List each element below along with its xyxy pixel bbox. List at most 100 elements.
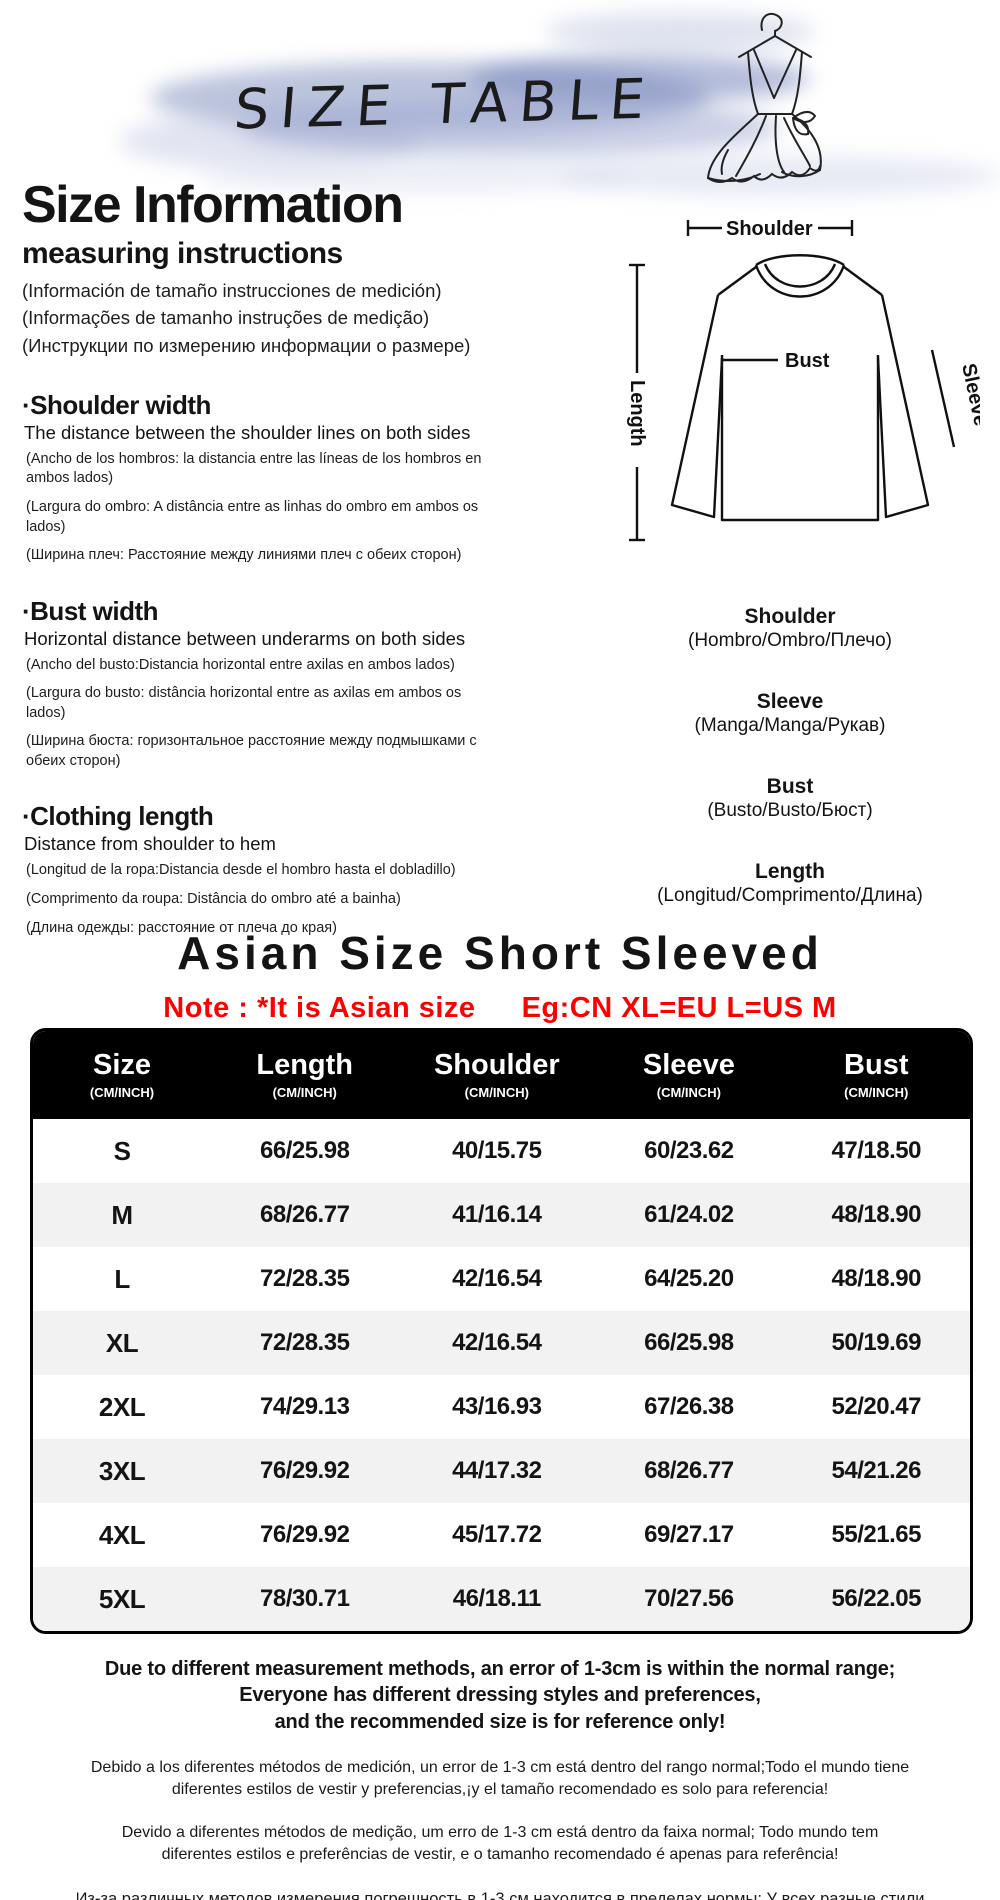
- diagram-label-shoulder: Shoulder: [726, 218, 813, 240]
- section-translation-es: (Longitud de la ropa:Distancia desde el …: [26, 862, 456, 879]
- diagram-label-bust: Bust: [785, 350, 830, 372]
- disclaimer-english: Due to different measurement methods, an…: [104, 1658, 896, 1733]
- cell-bust: 50/19.69: [831, 1329, 922, 1356]
- legend-item-length: Length (Longitud/Comprimento/Длина): [657, 859, 923, 906]
- cell-bust: 56/22.05: [831, 1585, 922, 1612]
- cell-bust: 55/21.65: [831, 1521, 922, 1548]
- section-title: ·Bust width: [22, 595, 159, 626]
- section-translation-es: (Ancho del busto:Distancia horizontal en…: [26, 656, 455, 673]
- disclaimer: Due to different measurement methods, an…: [0, 1656, 1000, 1900]
- note-text: Note : *It is Asian size: [163, 992, 476, 1024]
- cell-length: 72/28.35: [260, 1329, 350, 1356]
- section-clothing-length: ·Clothing length Distance from shoulder …: [22, 801, 484, 938]
- section-desc: Horizontal distance between underarms on…: [24, 627, 466, 649]
- subtitle-translation-es: (Información de tamaño instrucciones de …: [22, 279, 442, 301]
- section-bust-width: ·Bust width Horizontal distance between …: [22, 596, 484, 772]
- shirt-diagram-icon: Shoulder Length Bust Sleeve: [626, 218, 980, 542]
- banner: SIZE TABLE: [0, 0, 1000, 196]
- table-row: L 72/28.35 42/16.54 64/25.20 48/18.90: [33, 1247, 970, 1311]
- table-header-row: Size (CM/INCH) Length (CM/INCH) Shoulder…: [33, 1031, 970, 1119]
- legend-item-sleeve: Sleeve (Manga/Manga/Рукав): [694, 689, 886, 737]
- section-translation-pt: (Largura do busto: distância horizontal …: [26, 685, 462, 721]
- table-row: 3XL 76/29.92 44/17.32 68/26.77 54/21.26: [33, 1439, 970, 1503]
- cell-size: 3XL: [98, 1455, 146, 1486]
- cell-sleeve: 67/26.38: [644, 1393, 734, 1420]
- cell-length: 76/29.92: [260, 1457, 350, 1484]
- section-translation-es: (Ancho de los hombros: la distancia entr…: [26, 450, 482, 487]
- size-table: Size (CM/INCH) Length (CM/INCH) Shoulder…: [30, 1028, 973, 1634]
- legend-item-bust: Bust (Busto/Busto/Бюст): [707, 774, 873, 821]
- cell-size: S: [113, 1135, 131, 1166]
- note-example: Eg:CN XL=EU L=US M: [521, 992, 837, 1024]
- cell-length: 68/26.77: [260, 1201, 350, 1228]
- section-desc: Distance from shoulder to hem: [24, 833, 276, 855]
- page-title: Size Information: [22, 176, 404, 234]
- table-row: XL 72/28.35 42/16.54 66/25.98 50/19.69: [33, 1311, 970, 1375]
- section-desc: The distance between the shoulder lines …: [24, 421, 471, 443]
- cell-shoulder: 45/17.72: [452, 1521, 542, 1548]
- column-header-bust: Bust (CM/INCH): [844, 1049, 909, 1100]
- section-title: ·Clothing length: [22, 801, 214, 832]
- subtitle-translation-pt: (Informações de tamanho instruções de me…: [22, 307, 430, 329]
- cell-length: 78/30.71: [260, 1585, 350, 1612]
- cell-shoulder: 44/17.32: [452, 1457, 542, 1484]
- table-row: 5XL 78/30.71 46/18.11 70/27.56 56/22.05: [33, 1567, 970, 1631]
- cell-shoulder: 40/15.75: [452, 1137, 542, 1164]
- cell-size: 5XL: [98, 1583, 146, 1614]
- page-subtitle: measuring instructions: [22, 236, 343, 270]
- cell-shoulder: 42/16.54: [452, 1265, 542, 1292]
- cell-bust: 48/18.90: [831, 1265, 922, 1292]
- diagram-label-length: Length: [626, 380, 648, 447]
- table-row: 4XL 76/29.92 45/17.72 69/27.17 55/21.65: [33, 1503, 970, 1567]
- cell-sleeve: 60/23.62: [644, 1137, 734, 1164]
- cell-shoulder: 42/16.54: [452, 1329, 542, 1356]
- cell-size: XL: [105, 1327, 139, 1358]
- disclaimer-spanish: Debido a los diferentes métodos de medic…: [90, 1759, 910, 1798]
- legend-item-shoulder: Shoulder (Hombro/Ombro/Плечо): [688, 605, 892, 652]
- cell-length: 72/28.35: [260, 1265, 350, 1292]
- column-header-sleeve: Sleeve (CM/INCH): [642, 1049, 735, 1100]
- table-title: Asian Size Short Sleeved: [177, 927, 823, 979]
- table-row: 2XL 74/29.13 43/16.93 67/26.38 52/20.47: [33, 1375, 970, 1439]
- section-translation-ru: (Ширина бюста: горизонтальное расстояние…: [26, 733, 477, 769]
- diagram-legend: Shoulder (Hombro/Ombro/Плечо) Sleeve (Ma…: [580, 605, 1000, 945]
- section-title: ·Shoulder width: [22, 389, 211, 420]
- cell-bust: 47/18.50: [831, 1137, 922, 1164]
- cell-sleeve: 69/27.17: [644, 1521, 734, 1548]
- cell-sleeve: 70/27.56: [644, 1585, 734, 1612]
- cell-bust: 48/18.90: [831, 1201, 922, 1228]
- cell-shoulder: 46/18.11: [452, 1585, 542, 1612]
- section-translation-ru: (Ширина плеч: Расстояние между линиями п…: [26, 547, 462, 564]
- table-row: S 66/25.98 40/15.75 60/23.62 47/18.50: [33, 1119, 970, 1183]
- dress-sketch-icon: [706, 12, 822, 183]
- cell-sleeve: 61/24.02: [644, 1201, 734, 1228]
- cell-bust: 52/20.47: [831, 1393, 922, 1420]
- diagram-label-sleeve: Sleeve: [957, 361, 980, 428]
- cell-size: 4XL: [98, 1519, 146, 1550]
- disclaimer-russian: Из-за различных методов измерения погреш…: [75, 1889, 925, 1900]
- cell-sleeve: 64/25.20: [644, 1265, 734, 1292]
- asian-size-note: Note : *It is Asian size Eg:CN XL=EU L=U…: [0, 992, 1000, 1025]
- disclaimer-portuguese: Devido a diferentes métodos de medição, …: [121, 1824, 879, 1863]
- cell-length: 66/25.98: [260, 1137, 350, 1164]
- cell-sleeve: 66/25.98: [644, 1329, 734, 1356]
- section-shoulder-width: ·Shoulder width The distance between the…: [22, 390, 484, 566]
- cell-size: 2XL: [98, 1391, 146, 1422]
- cell-length: 76/29.92: [260, 1521, 350, 1548]
- cell-size: L: [114, 1263, 130, 1294]
- column-header-shoulder: Shoulder (CM/INCH): [433, 1049, 560, 1100]
- cell-sleeve: 68/26.77: [644, 1457, 734, 1484]
- cell-size: M: [111, 1199, 133, 1230]
- section-translation-ru: (Длина одежды: расстояние от плеча до кр…: [26, 919, 337, 936]
- cell-shoulder: 41/16.14: [452, 1201, 542, 1228]
- subtitle-translation-ru: (Инструкции по измерению информации о ра…: [22, 335, 471, 357]
- table-row: M 68/26.77 41/16.14 61/24.02 48/18.90: [33, 1183, 970, 1247]
- size-information: Size Information measuring instructions …: [22, 178, 484, 947]
- column-header-length: Length (CM/INCH): [256, 1049, 354, 1100]
- section-translation-pt: (Largura do ombro: A distância entre as …: [26, 498, 479, 535]
- section-translation-pt: (Comprimento da roupa: Distância do ombr…: [26, 891, 401, 908]
- measurement-diagram: Shoulder Length Bust Sleeve Shoulder (Ho…: [490, 175, 1000, 955]
- cell-bust: 54/21.26: [831, 1457, 922, 1484]
- cell-shoulder: 43/16.93: [452, 1393, 542, 1420]
